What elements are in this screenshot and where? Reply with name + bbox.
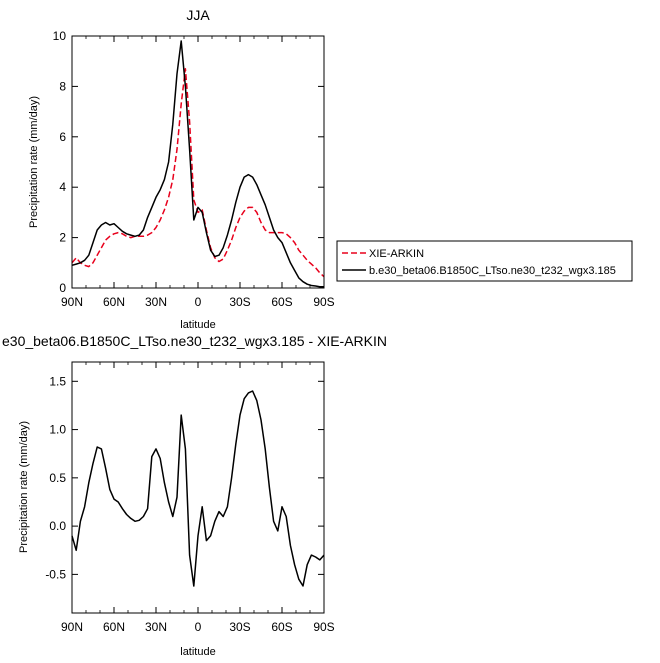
top-y-tick-label: 6 [59,130,66,144]
top-x-tick-label: 90N [61,295,83,309]
top-y-tick-label: 2 [59,231,66,245]
bottom-chart-title: e30_beta06.B1850C_LTso.ne30_t232_wgx3.18… [2,333,387,349]
top-series-line-0 [71,68,325,278]
top-axes-frame [71,35,325,289]
bottom-y-tick-label: 0.0 [49,519,66,533]
bottom-panel: e30_beta06.B1850C_LTso.ne30_t232_wgx3.18… [2,333,387,658]
bottom-xlabel: latitude [180,646,215,658]
legend-box [336,240,633,282]
top-chart-title: JJA [186,7,210,23]
bottom-y-tick-label: -0.5 [45,567,66,581]
top-axis-ticks: 90N 60N 30N 0 30S 60S 90S 0 2 4 6 8 10 [53,29,335,309]
bottom-axis-ticks: 90N 60N 30N 0 30S 60S 90S -0.5 0.0 0.5 1.0 1.5 [45,362,335,634]
bottom-ylabel: Precipitation rate (mm/day) [18,421,30,553]
top-series-line-1 [71,40,324,288]
legend-entry-model: b.e30_beta06.B1850C_LTso.ne30_t232_wgx3.… [369,265,616,277]
bottom-y-tick-label: 1.0 [49,423,66,437]
bottom-x-tick-label: 30N [145,620,167,634]
top-y-tick-label: 4 [59,180,66,194]
bottom-x-tick-label: 90S [313,620,334,634]
legend: XIE-ARKIN b.e30_beta06.B1850C_LTso.ne30_… [336,240,633,282]
legend-entry-xie-arkin: XIE-ARKIN [369,248,424,260]
bottom-y-tick-label: 1.5 [49,374,66,388]
top-x-tick-label: 30S [229,295,250,309]
bottom-plot-area [71,390,325,587]
top-y-tick-label: 10 [53,29,67,43]
top-ylabel: Precipitation rate (mm/day) [28,96,40,228]
bottom-x-tick-label: 60N [103,620,125,634]
top-x-tick-label: 60N [103,295,125,309]
top-x-tick-label: 0 [195,295,202,309]
bottom-x-tick-label: 30S [229,620,250,634]
top-y-tick-label: 8 [59,79,66,93]
top-x-tick-label: 30N [145,295,167,309]
top-xlabel: latitude [180,319,215,331]
top-x-tick-label: 60S [271,295,292,309]
top-y-tick-label: 0 [59,281,66,295]
bottom-x-tick-label: 0 [195,620,202,634]
bottom-y-tick-label: 0.5 [49,471,66,485]
bottom-x-tick-label: 90N [61,620,83,634]
bottom-series-line-0 [71,390,325,587]
top-x-tick-label: 90S [313,295,334,309]
bottom-x-tick-label: 60S [271,620,292,634]
top-plot-area [71,40,325,288]
